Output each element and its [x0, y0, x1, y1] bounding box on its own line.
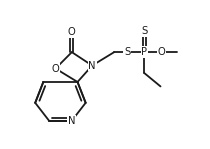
Text: S: S: [141, 26, 147, 36]
Text: P: P: [141, 47, 147, 57]
Text: N: N: [88, 60, 96, 71]
Text: O: O: [52, 63, 59, 74]
Text: S: S: [124, 47, 130, 57]
Text: O: O: [158, 47, 165, 57]
Text: N: N: [68, 116, 76, 126]
Text: O: O: [68, 27, 76, 37]
